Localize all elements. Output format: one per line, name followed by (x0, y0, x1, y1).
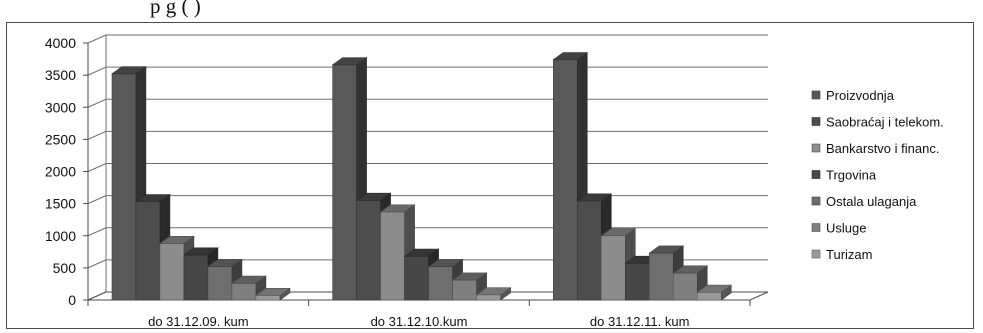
legend-item: Ostala ulaganja (811, 194, 917, 209)
legend-label: Trgovina (826, 168, 877, 183)
bar-front (183, 254, 209, 301)
legend-swatch (811, 196, 821, 206)
y-tick-label: 0 (68, 292, 76, 308)
legend-label: Turizam (826, 247, 872, 262)
bar-front (673, 272, 698, 301)
y-tick-label: 3500 (45, 67, 76, 83)
y-tick-label: 2000 (45, 164, 76, 180)
gridline-diagonal (87, 163, 107, 172)
bar-front (601, 235, 626, 301)
legend-item: Turizam (811, 247, 872, 262)
bar-top (403, 248, 440, 257)
y-tick-label: 3000 (45, 99, 76, 115)
bar-front (452, 279, 477, 301)
y-tick-label: 500 (53, 260, 77, 276)
bar-top (135, 194, 171, 202)
gridline-diagonal (87, 259, 107, 269)
y-tick-label: 1000 (45, 228, 76, 244)
legend-label: Proizvodnja (826, 88, 895, 103)
bar-front (404, 256, 429, 301)
bar-front (356, 200, 381, 301)
bar-front (625, 263, 650, 301)
cropped-caption-text: p g ( ) (150, 0, 201, 18)
bar (696, 284, 733, 301)
bar-top (696, 284, 733, 293)
bar-front (553, 59, 578, 301)
bar (255, 287, 291, 301)
legend-item: Proizvodnja (811, 88, 895, 103)
bar-top (576, 193, 613, 202)
bar-top (331, 57, 368, 66)
bars (111, 51, 733, 301)
legend-label: Usluge (826, 221, 866, 236)
gridline-diagonal (87, 98, 107, 108)
bar-front (255, 295, 281, 301)
bar-top (111, 66, 147, 75)
bar-front (207, 266, 233, 301)
bar-front (380, 211, 405, 301)
legend-item: Usluge (811, 221, 866, 236)
gridline-diagonal (87, 130, 107, 140)
bar-top (255, 288, 291, 296)
bar-top (231, 275, 267, 284)
bar-front (111, 73, 137, 301)
bar-front (476, 294, 501, 301)
legend-label: Bankarstvo i financ. (826, 141, 939, 156)
legend-label: Saobraćaj i telekom. (826, 115, 944, 130)
gridline-diagonal (87, 195, 107, 205)
bar-top (451, 272, 488, 281)
bar-top (379, 204, 416, 213)
bar-top (552, 52, 589, 61)
legend-swatch (811, 249, 821, 259)
legend-swatch (811, 117, 821, 126)
bar-top (159, 235, 195, 244)
bar-front (332, 64, 357, 301)
y-tick-label: 2500 (45, 131, 76, 147)
bar-top (600, 228, 637, 237)
bar-front (577, 200, 602, 301)
legend: Proizvodnja Saobraćaj i telekom. Bankarstv… (811, 88, 944, 262)
gridline-diagonal (87, 227, 107, 237)
legend-label: Ostala ulaganja (826, 194, 917, 209)
gridline-diagonal (87, 66, 107, 76)
bar-front (649, 252, 674, 301)
x-tick-label: do 31.12.10.kum (371, 314, 468, 329)
bar-top (648, 245, 685, 254)
legend-swatch (811, 223, 821, 232)
legend-item: Trgovina (811, 168, 877, 183)
bar-top (207, 259, 243, 267)
legend-item: Bankarstvo i financ. (811, 141, 939, 156)
bar-top (475, 287, 512, 296)
gridline-diagonal (87, 34, 107, 44)
bar-top (355, 192, 392, 201)
x-axis: do 31.12.09. kum do 31.12.10.kum do 31.12.… (87, 300, 751, 329)
bar (672, 265, 709, 301)
bar-top (427, 259, 464, 267)
bar (183, 247, 219, 301)
legend-item: Saobraćaj i telekom. (811, 115, 944, 130)
y-tick-label: 4000 (45, 35, 76, 51)
x-tick-label: do 31.12.11. kum (590, 314, 690, 329)
bar-front (231, 282, 257, 301)
y-tick-label: 1500 (45, 196, 76, 212)
bar (475, 287, 512, 301)
bar-top (672, 265, 709, 274)
legend-swatch (811, 170, 821, 179)
bar-front (428, 266, 453, 301)
bar-front (697, 291, 722, 301)
x-tick-label: do 31.12.09. kum (148, 314, 248, 329)
bar-top (183, 247, 219, 256)
bar-front (159, 243, 185, 301)
legend-swatch (811, 143, 821, 153)
bar-front (135, 201, 161, 301)
legend-swatch (811, 90, 821, 100)
